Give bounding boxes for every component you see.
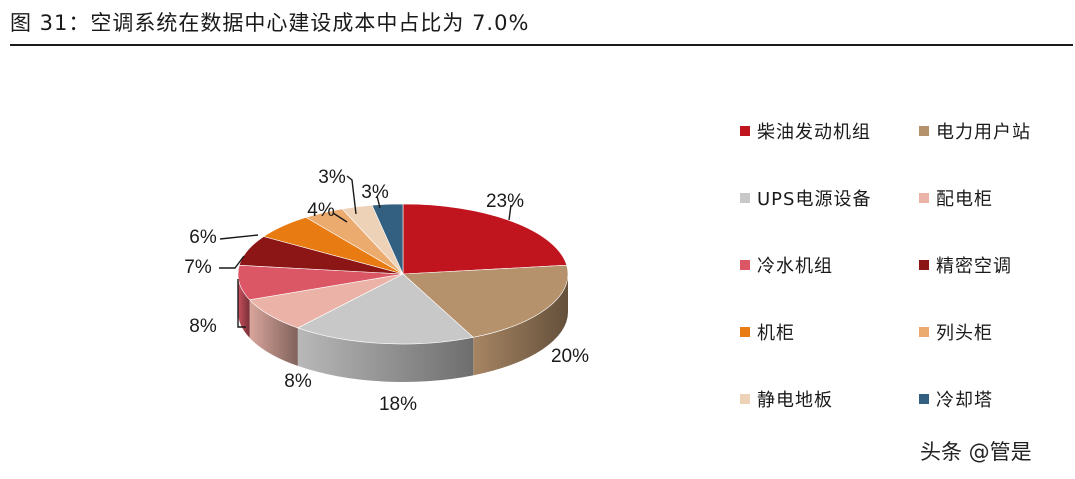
legend-item: 柴油发动机组 bbox=[740, 118, 871, 144]
legend-label: 冷却塔 bbox=[936, 390, 993, 411]
pie-wall-1 bbox=[473, 274, 568, 376]
leader-line-6 bbox=[219, 234, 259, 240]
data-label-2: 18% bbox=[379, 394, 417, 415]
watermark: 头条 @管是 bbox=[920, 440, 1032, 464]
pie-top-slices bbox=[237, 203, 569, 345]
data-label-4: 8% bbox=[189, 316, 217, 337]
legend-swatch bbox=[740, 327, 750, 337]
data-label-3: 8% bbox=[284, 371, 312, 392]
legend-label: 列头柜 bbox=[936, 323, 993, 344]
legend-item: 精密空调 bbox=[919, 252, 1012, 278]
legend-label: 静电地板 bbox=[757, 390, 833, 411]
legend-swatch bbox=[919, 327, 929, 337]
figure-title: 图 31：空调系统在数据中心建设成本中占比为 7.0% bbox=[10, 11, 530, 35]
legend-label: UPS电源设备 bbox=[757, 189, 872, 210]
pie-wall-4 bbox=[238, 274, 250, 338]
legend-swatch bbox=[740, 394, 750, 404]
leader-line-8 bbox=[346, 175, 357, 215]
legend-swatch bbox=[919, 394, 929, 404]
legend-label: 冷水机组 bbox=[757, 256, 833, 277]
leader-line-5 bbox=[219, 255, 245, 269]
data-label-5: 7% bbox=[184, 257, 212, 278]
leader-line-0 bbox=[508, 204, 512, 221]
pie-slice-9 bbox=[371, 203, 404, 275]
legend-item: 冷水机组 bbox=[740, 252, 833, 278]
data-label-6: 6% bbox=[189, 227, 217, 248]
data-label-9: 3% bbox=[361, 182, 389, 203]
legend-item: 配电柜 bbox=[919, 185, 993, 211]
legend-swatch bbox=[919, 193, 929, 203]
pie-slice-0 bbox=[402, 203, 568, 275]
legend-label: 精密空调 bbox=[936, 256, 1012, 277]
pie-wall-2 bbox=[297, 327, 474, 382]
legend-swatch bbox=[919, 260, 929, 270]
legend-item: 机柜 bbox=[740, 319, 795, 345]
leader-line-4 bbox=[237, 279, 246, 328]
legend-item: 静电地板 bbox=[740, 386, 833, 412]
pie-leader-lines bbox=[219, 175, 512, 328]
leader-line-7 bbox=[332, 212, 348, 223]
legend-item: 列头柜 bbox=[919, 319, 993, 345]
legend-label: 机柜 bbox=[757, 323, 795, 344]
title-divider bbox=[10, 44, 1073, 46]
data-label-0: 23% bbox=[486, 191, 524, 212]
pie-slice-2 bbox=[297, 273, 474, 345]
legend-label: 电力用户站 bbox=[936, 122, 1031, 143]
legend-label: 配电柜 bbox=[936, 189, 993, 210]
data-label-1: 20% bbox=[551, 346, 589, 367]
legend-swatch bbox=[740, 126, 750, 136]
pie-slice-1 bbox=[402, 264, 569, 338]
data-label-7: 4% bbox=[307, 200, 335, 221]
pie-side-walls bbox=[238, 274, 568, 382]
pie-wall-3 bbox=[249, 299, 298, 366]
legend-item: UPS电源设备 bbox=[740, 185, 871, 211]
legend-item: 电力用户站 bbox=[919, 118, 1031, 144]
pie-data-labels: 23% 20% 18% 8% 8% 7% 6% 4% 3% 3% bbox=[184, 167, 589, 415]
leader-line-9 bbox=[376, 195, 381, 209]
legend-swatch bbox=[740, 260, 750, 270]
legend-item: 冷却塔 bbox=[919, 386, 993, 412]
legend-swatch bbox=[919, 126, 929, 136]
data-label-8: 3% bbox=[318, 167, 346, 188]
legend-label: 柴油发动机组 bbox=[757, 122, 871, 143]
legend-swatch bbox=[740, 193, 750, 203]
